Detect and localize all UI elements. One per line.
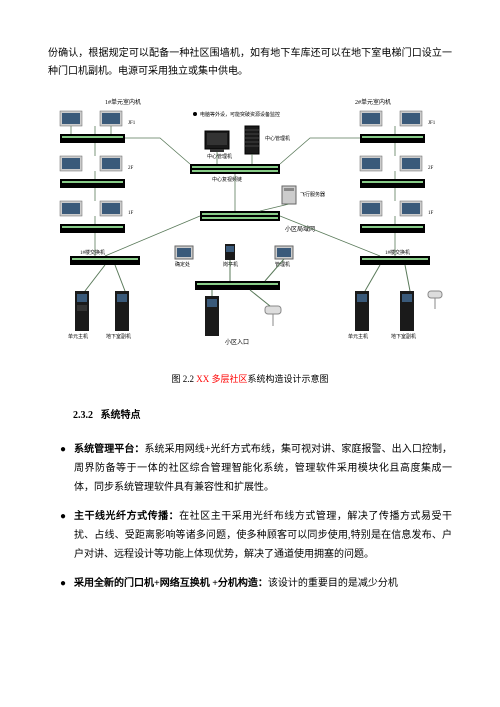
svg-text:单元主机: 单元主机 [348, 333, 368, 340]
svg-text:地下室副机: 地下室副机 [106, 333, 131, 340]
svg-text:2F: 2F [428, 166, 434, 171]
svg-text:1F: 1F [428, 211, 434, 216]
bottom-area-label: 小区入口 [225, 338, 249, 346]
caption-post: 系统构造设计示意图 [248, 374, 329, 384]
feature-title: 主干线光纤方式传播： [74, 511, 179, 522]
caption-red: XX 多层社区 [194, 374, 248, 384]
network-diagram: 1#单元室内机 2#单元室内机 JF1 2F 1F [48, 96, 452, 361]
svg-text:岗亭机: 岗亭机 [223, 261, 238, 268]
left-switches [60, 134, 125, 233]
svg-text:2F: 2F [128, 166, 134, 171]
svg-text:中心管理机: 中心管理机 [207, 153, 232, 160]
bottom-gate-units: 单元主机 地下室副机 单元主机 地下室副机 [68, 290, 442, 340]
feature-title: 系统管理平台： [74, 444, 144, 455]
connection-lines [71, 126, 395, 256]
svg-text:飞行服务器: 飞行服务器 [300, 191, 325, 198]
section-title: 系统特点 [101, 410, 141, 421]
caption-number: 图 2.2 [171, 374, 194, 384]
center-equipment: 中心管理机 中心管理机 电脑等外设，可能突破资源设备监控 [193, 111, 290, 160]
svg-text:单元主机: 单元主机 [68, 333, 88, 340]
svg-text:JF1: JF1 [428, 121, 436, 126]
svg-text:电脑等外设，可能突破资源设备监控: 电脑等外设，可能突破资源设备监控 [200, 111, 280, 118]
list-item: 主干线光纤方式传播：在社区主干采用光纤布线方式管理，解决了传播方式易受干扰、占线… [60, 507, 452, 564]
mid-row-devices: 确定处 岗亭机 管理机 [175, 244, 293, 268]
svg-text:中心复视频链: 中心复视频链 [212, 176, 242, 183]
right-switches [360, 134, 425, 233]
svg-text:地下室副机: 地下室副机 [391, 333, 416, 340]
label-top-left: 1#单元室内机 [105, 98, 141, 106]
svg-text:JF1: JF1 [128, 121, 136, 126]
lan-switch: 小区局域网 [200, 211, 315, 233]
figure-caption: 图 2.2 XX 多层社区系统构造设计示意图 [48, 371, 452, 387]
svg-text:1F: 1F [128, 211, 134, 216]
feature-title: 采用全新的门口机+网络互换机 +分机构造： [74, 578, 268, 589]
list-item: 采用全新的门口机+网络互换机 +分机构造：该设计的重要目的是减少分机 [60, 574, 452, 593]
svg-text:中心管理机: 中心管理机 [265, 135, 290, 142]
right-building-terminals: JF1 2F 1F [360, 111, 436, 216]
server-box: 飞行服务器 [282, 186, 325, 204]
svg-text:1#楼交换机: 1#楼交换机 [385, 249, 410, 256]
section-header: 2.3.2 系统特点 [73, 407, 452, 425]
label-top-right: 2#单元室内机 [355, 98, 391, 106]
feature-body: 该设计的重要目的是减少分机 [268, 578, 398, 589]
unit1-label: 1#楼交换机 [80, 249, 105, 256]
svg-text:小区局域网: 小区局域网 [285, 225, 315, 233]
intro-paragraph: 份确认，根据规定可以配备一种社区围墙机，如有地下车库还可以在地下室电梯门口设立一… [48, 45, 452, 81]
section-number: 2.3.2 [73, 410, 93, 421]
list-item: 系统管理平台：系统采用网线+光纤方式布线，集可视对讲、家庭报警、出入口控制，周界… [60, 440, 452, 497]
feature-list: 系统管理平台：系统采用网线+光纤方式布线，集可视对讲、家庭报警、出入口控制，周界… [48, 440, 452, 593]
svg-text:确定处: 确定处 [175, 261, 190, 268]
